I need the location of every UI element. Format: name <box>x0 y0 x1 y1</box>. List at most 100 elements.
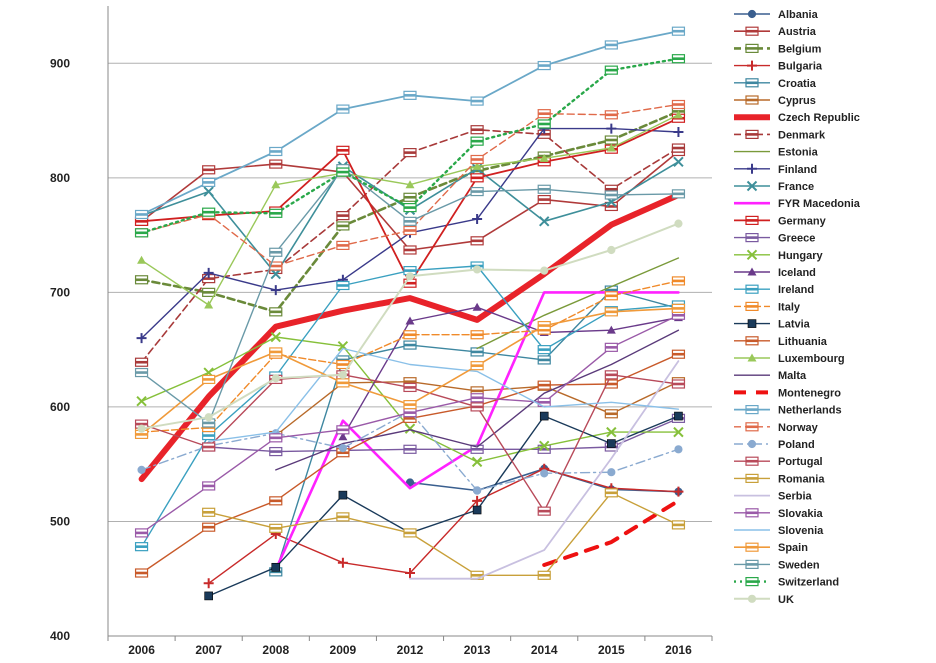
flag-stripe <box>471 396 484 400</box>
flag-stripe <box>538 358 551 362</box>
legend-label: Sweden <box>778 559 820 571</box>
flag-stripe <box>135 371 148 374</box>
legend-label: Estonia <box>778 147 819 159</box>
data-point <box>673 127 684 137</box>
flag-stripe <box>746 305 758 308</box>
data-point <box>269 208 283 218</box>
data-point <box>337 557 348 568</box>
data-point <box>537 194 551 205</box>
x-tick-label: 2014 <box>531 643 558 657</box>
x-tick-label: 2015 <box>598 643 625 657</box>
data-point <box>604 488 618 498</box>
flag-stripe <box>202 525 215 529</box>
flag-stripe <box>672 146 685 150</box>
data-point <box>539 153 549 162</box>
data-point <box>674 411 683 421</box>
flag-stripe <box>404 411 416 414</box>
data-point <box>269 496 283 506</box>
flag-stripe <box>605 138 618 142</box>
data-point <box>338 432 348 441</box>
data-point <box>270 285 281 296</box>
series-serbia <box>409 360 680 580</box>
data-point <box>336 240 350 250</box>
legend-swatch-marker <box>745 284 759 294</box>
flag-stripe <box>404 447 416 451</box>
data-point <box>403 340 417 350</box>
legend-label: Albania <box>778 9 819 21</box>
data-point <box>270 268 281 280</box>
data-point <box>269 446 283 457</box>
legend-label: Czech Republic <box>778 112 860 124</box>
series-slovenia <box>208 347 680 442</box>
legend-item: UK <box>734 594 794 606</box>
y-tick-label: 900 <box>50 56 70 70</box>
flag-stripe <box>672 382 685 386</box>
flag-stripe <box>605 346 618 349</box>
data-point <box>671 54 686 64</box>
flag-stripe <box>336 149 349 152</box>
flag-stripe <box>269 264 282 268</box>
legend-swatch-marker <box>745 78 759 88</box>
legend-swatch-marker <box>747 594 757 603</box>
legend-item: Albania <box>734 9 819 21</box>
flag-stripe <box>672 57 685 60</box>
data-point <box>537 380 551 390</box>
series-line <box>208 415 680 597</box>
data-point <box>405 478 415 487</box>
legend-swatch-marker <box>745 26 759 36</box>
legend-item: Norway <box>734 422 819 434</box>
flag-stripe <box>135 213 148 216</box>
flag-stripe <box>538 383 551 387</box>
data-point <box>202 287 216 297</box>
data-point <box>470 173 484 183</box>
data-point <box>470 136 484 146</box>
legend-label: UK <box>778 594 794 606</box>
data-point <box>470 154 484 165</box>
legend-item: Cyprus <box>734 95 816 107</box>
data-point <box>403 400 417 410</box>
flag-stripe <box>269 436 282 440</box>
flag-stripe <box>269 212 282 215</box>
legend-item: Poland <box>734 439 815 451</box>
flag-stripe <box>404 417 416 420</box>
flag-stripe <box>672 279 685 283</box>
legend-item: Spain <box>734 542 808 554</box>
data-point <box>338 490 348 500</box>
data-point <box>336 145 350 155</box>
flag-stripe <box>538 132 551 136</box>
flag-stripe <box>605 113 618 117</box>
data-point <box>134 528 149 538</box>
legend-item: Romania <box>734 473 825 485</box>
data-point <box>473 486 482 495</box>
data-point <box>537 320 551 331</box>
data-point <box>671 379 686 389</box>
flag-stripe <box>404 195 416 199</box>
legend-label: Italy <box>778 301 801 313</box>
data-point <box>270 331 281 343</box>
legend-item: Slovakia <box>734 508 824 520</box>
legend-label: Norway <box>778 422 819 434</box>
legend-item: Italy <box>734 301 801 313</box>
flag-stripe <box>746 459 758 463</box>
flag-stripe <box>605 288 618 292</box>
data-point <box>671 349 686 359</box>
legend-label: France <box>778 181 814 193</box>
flag-stripe <box>269 450 282 453</box>
flag-stripe <box>538 122 551 126</box>
data-point <box>674 445 683 454</box>
legend-label: Germany <box>778 215 827 227</box>
flag-stripe <box>336 428 349 432</box>
legend-item: Germany <box>734 215 827 227</box>
flag-stripe <box>746 133 758 136</box>
series-line <box>208 417 680 453</box>
series-line <box>275 329 680 471</box>
data-point <box>673 156 684 167</box>
flag-stripe <box>538 573 551 577</box>
legend-swatch-marker <box>745 301 759 311</box>
data-point <box>134 568 149 578</box>
data-point <box>203 267 214 278</box>
flag-stripe <box>672 307 685 310</box>
data-point <box>336 425 350 435</box>
